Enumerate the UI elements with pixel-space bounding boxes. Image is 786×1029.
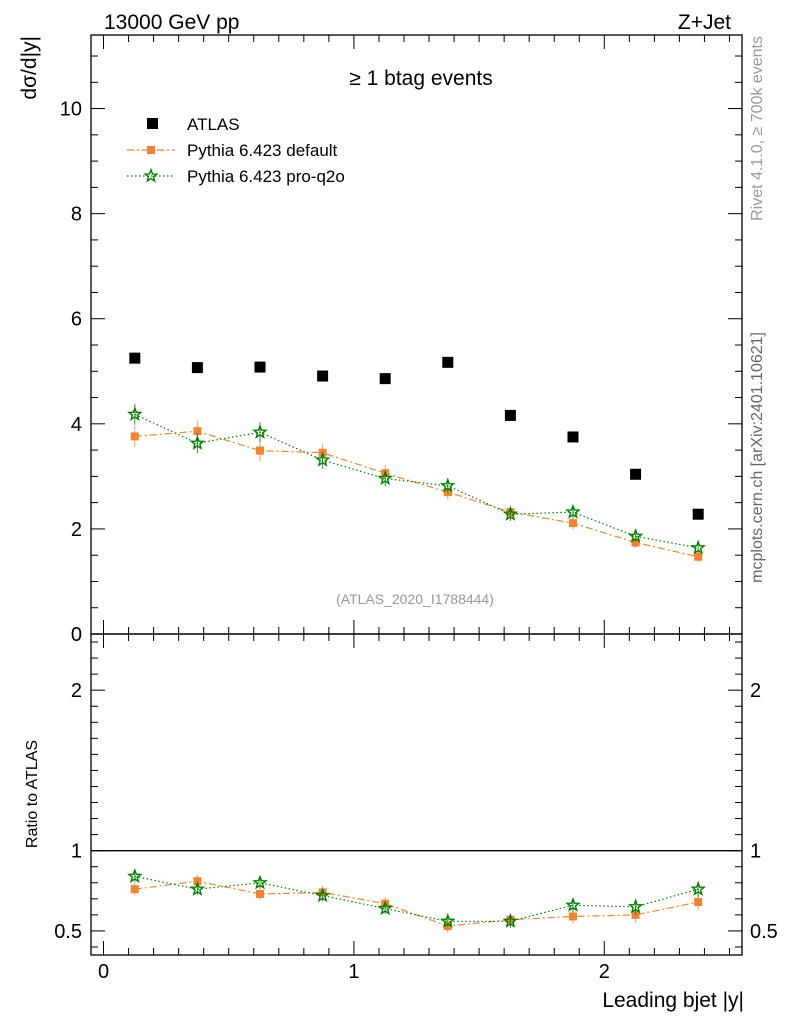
ratio-pythia-default-point (694, 898, 703, 907)
ratio-pythia-proq2o-point (690, 880, 706, 896)
main-ytick-label: 10 (60, 99, 82, 121)
main-atlas-point (254, 361, 266, 373)
legend-default-marker (147, 146, 155, 154)
main-pythia-proq2o-line (134, 413, 699, 549)
main-y-axis-label: dσ/d|y| (18, 36, 41, 100)
main-atlas-point (379, 373, 391, 385)
main-atlas-point (567, 431, 579, 443)
main-atlas-point (442, 356, 454, 368)
ratio-ytick-label-right: 0.5 (750, 921, 778, 943)
main-chart-title: ≥ 1 btag events (349, 67, 492, 90)
main-atlas-point (630, 468, 642, 480)
legend-atlas-label: ATLAS (187, 115, 240, 134)
main-pythia-default-point (193, 427, 202, 436)
ratio-xtick-label: 0 (98, 961, 109, 983)
legend: ATLAS Pythia 6.423 default Pythia 6.423 … (127, 115, 345, 186)
main-atlas-point (317, 370, 329, 382)
main-pythia-default-point (568, 519, 577, 528)
legend-default-label: Pythia 6.423 default (187, 141, 338, 160)
ratio-xtick-label: 1 (348, 961, 359, 983)
ratio-pythia-proq2o-point (189, 880, 206, 896)
main-pythia-default-line (134, 430, 699, 558)
analysis-id-watermark: (ATLAS_2020_I1788444) (336, 591, 494, 607)
ratio-panel: 0.5 0.5 1 1 2 2 0 1 2 Ratio to ATLAS Leading bj… (24, 633, 778, 1012)
ratio-pythia-proq2o-point (502, 913, 519, 928)
ratio-pythia-default-point (130, 885, 139, 894)
main-pythia-proq2o-point (377, 470, 394, 486)
legend-entry-pythia-default: Pythia 6.423 default (127, 141, 338, 160)
main-pythia-proq2o-point (252, 424, 268, 439)
x-axis-label: Leading bjet |y| (602, 989, 744, 1012)
main-atlas-point (504, 409, 516, 421)
main-ytick-label: 0 (71, 624, 82, 646)
header-right: Z+Jet (678, 11, 731, 34)
ratio-pythia-default-line (134, 880, 699, 927)
header-left: 13000 GeV pp (104, 11, 239, 34)
ratio-ytick-label-left: 0.5 (54, 921, 82, 943)
main-atlas-point (191, 362, 203, 374)
ratio-pythia-default-point (256, 890, 265, 899)
legend-entry-pythia-proq2o: Pythia 6.423 pro-q2o (127, 167, 345, 186)
ratio-xtick-labels: 0 1 2 (98, 961, 610, 983)
main-pythia-proq2o-point (189, 435, 206, 450)
main-ytick-label: 8 (71, 204, 82, 226)
ratio-pythia-proq2o-point (252, 874, 268, 890)
mcplots-label: mcplots.cern.ch [arXiv:2401.10621] (749, 332, 766, 583)
main-series (127, 352, 706, 562)
main-pythia-proq2o-point (127, 406, 143, 421)
main-pythia-proq2o-point (627, 528, 644, 543)
ratio-pythia-default-point (568, 912, 577, 921)
main-atlas-point (692, 508, 704, 520)
ratio-ytick-label-left: 2 (71, 680, 82, 702)
main-panel: 0 2 4 6 8 10 dσ/d|y| ≥ 1 btag events (ATLAS_2… (18, 34, 743, 646)
main-ytick-label: 4 (71, 414, 82, 436)
ratio-series (127, 868, 706, 933)
ratio-pythia-proq2o-point (627, 898, 644, 914)
legend-entry-atlas: ATLAS (147, 115, 240, 134)
main-pythia-proq2o-point (439, 477, 456, 493)
ratio-pythia-proq2o-line (134, 875, 699, 922)
main-ytick-label: 2 (71, 519, 82, 541)
ratio-ticks (91, 634, 742, 955)
main-pythia-proq2o-point (502, 505, 519, 521)
main-ytick-labels: 0 2 4 6 8 10 (60, 99, 82, 646)
ratio-pythia-proq2o-point (565, 897, 581, 912)
ratio-ytick-label-right: 1 (750, 841, 761, 863)
ratio-y-axis-label: Ratio to ATLAS (24, 740, 41, 848)
legend-proq2o-marker (143, 167, 159, 183)
main-pythia-proq2o-point (314, 451, 331, 467)
ratio-ytick-label-right: 2 (750, 680, 761, 702)
ratio-pythia-proq2o-point (439, 913, 456, 928)
main-pythia-default-point (130, 432, 139, 441)
main-pythia-proq2o-point (565, 503, 581, 519)
rivet-label: Rivet 4.1.0, ≥ 700k events (749, 36, 766, 221)
main-pythia-proq2o-point (690, 539, 706, 555)
main-ticks (91, 35, 742, 635)
ratio-pythia-proq2o-point (127, 868, 143, 883)
ratio-plot-frame (90, 633, 743, 956)
main-pythia-default-point (256, 446, 265, 455)
ratio-pythia-proq2o-point (377, 900, 394, 916)
ratio-xtick-label: 2 (599, 961, 610, 983)
main-pythia-default-point (694, 552, 703, 561)
main-atlas-point (129, 352, 141, 364)
legend-atlas-marker (147, 118, 158, 129)
legend-proq2o-label: Pythia 6.423 pro-q2o (187, 167, 345, 186)
ratio-ytick-labels: 0.5 0.5 1 1 2 2 (54, 680, 778, 943)
main-pythia-default-point (631, 538, 640, 547)
ratio-ytick-label-left: 1 (71, 841, 82, 863)
ratio-pythia-proq2o-point (314, 887, 331, 903)
main-ytick-label: 6 (71, 309, 82, 331)
